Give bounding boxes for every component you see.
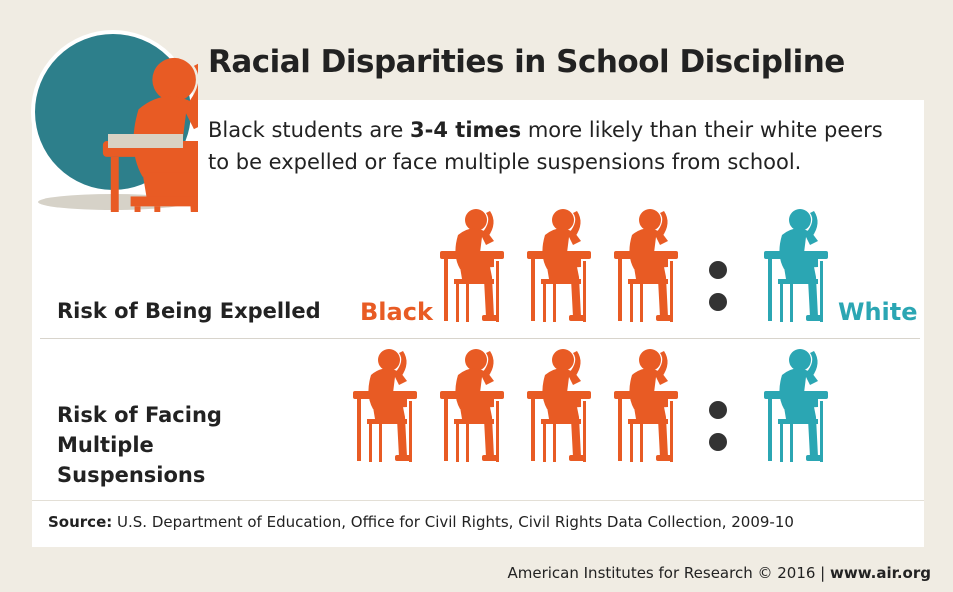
- black-student: [527, 349, 591, 462]
- black-student: [440, 349, 504, 462]
- footer: American Institutes for Research © 2016 …: [507, 564, 931, 582]
- white-student: [764, 349, 828, 462]
- black-student: [614, 209, 678, 322]
- source-lead: Source:: [48, 513, 112, 531]
- black-student: [614, 349, 678, 462]
- ratio-dot: [709, 293, 727, 311]
- footer-text: American Institutes for Research © 2016 …: [507, 564, 830, 582]
- ratio-dot: [709, 433, 727, 451]
- black-student: [527, 209, 591, 322]
- source-text: U.S. Department of Education, Office for…: [112, 513, 794, 531]
- infographic: Racial Disparities in School Discipline …: [0, 0, 953, 592]
- ratio-dot: [709, 401, 727, 419]
- footer-link: www.air.org: [830, 564, 931, 582]
- black-student: [440, 209, 504, 322]
- black-student: [353, 349, 417, 462]
- white-student: [764, 209, 828, 322]
- figure-area: [0, 0, 953, 500]
- ratio-dot: [709, 261, 727, 279]
- source: Source: U.S. Department of Education, Of…: [48, 513, 794, 531]
